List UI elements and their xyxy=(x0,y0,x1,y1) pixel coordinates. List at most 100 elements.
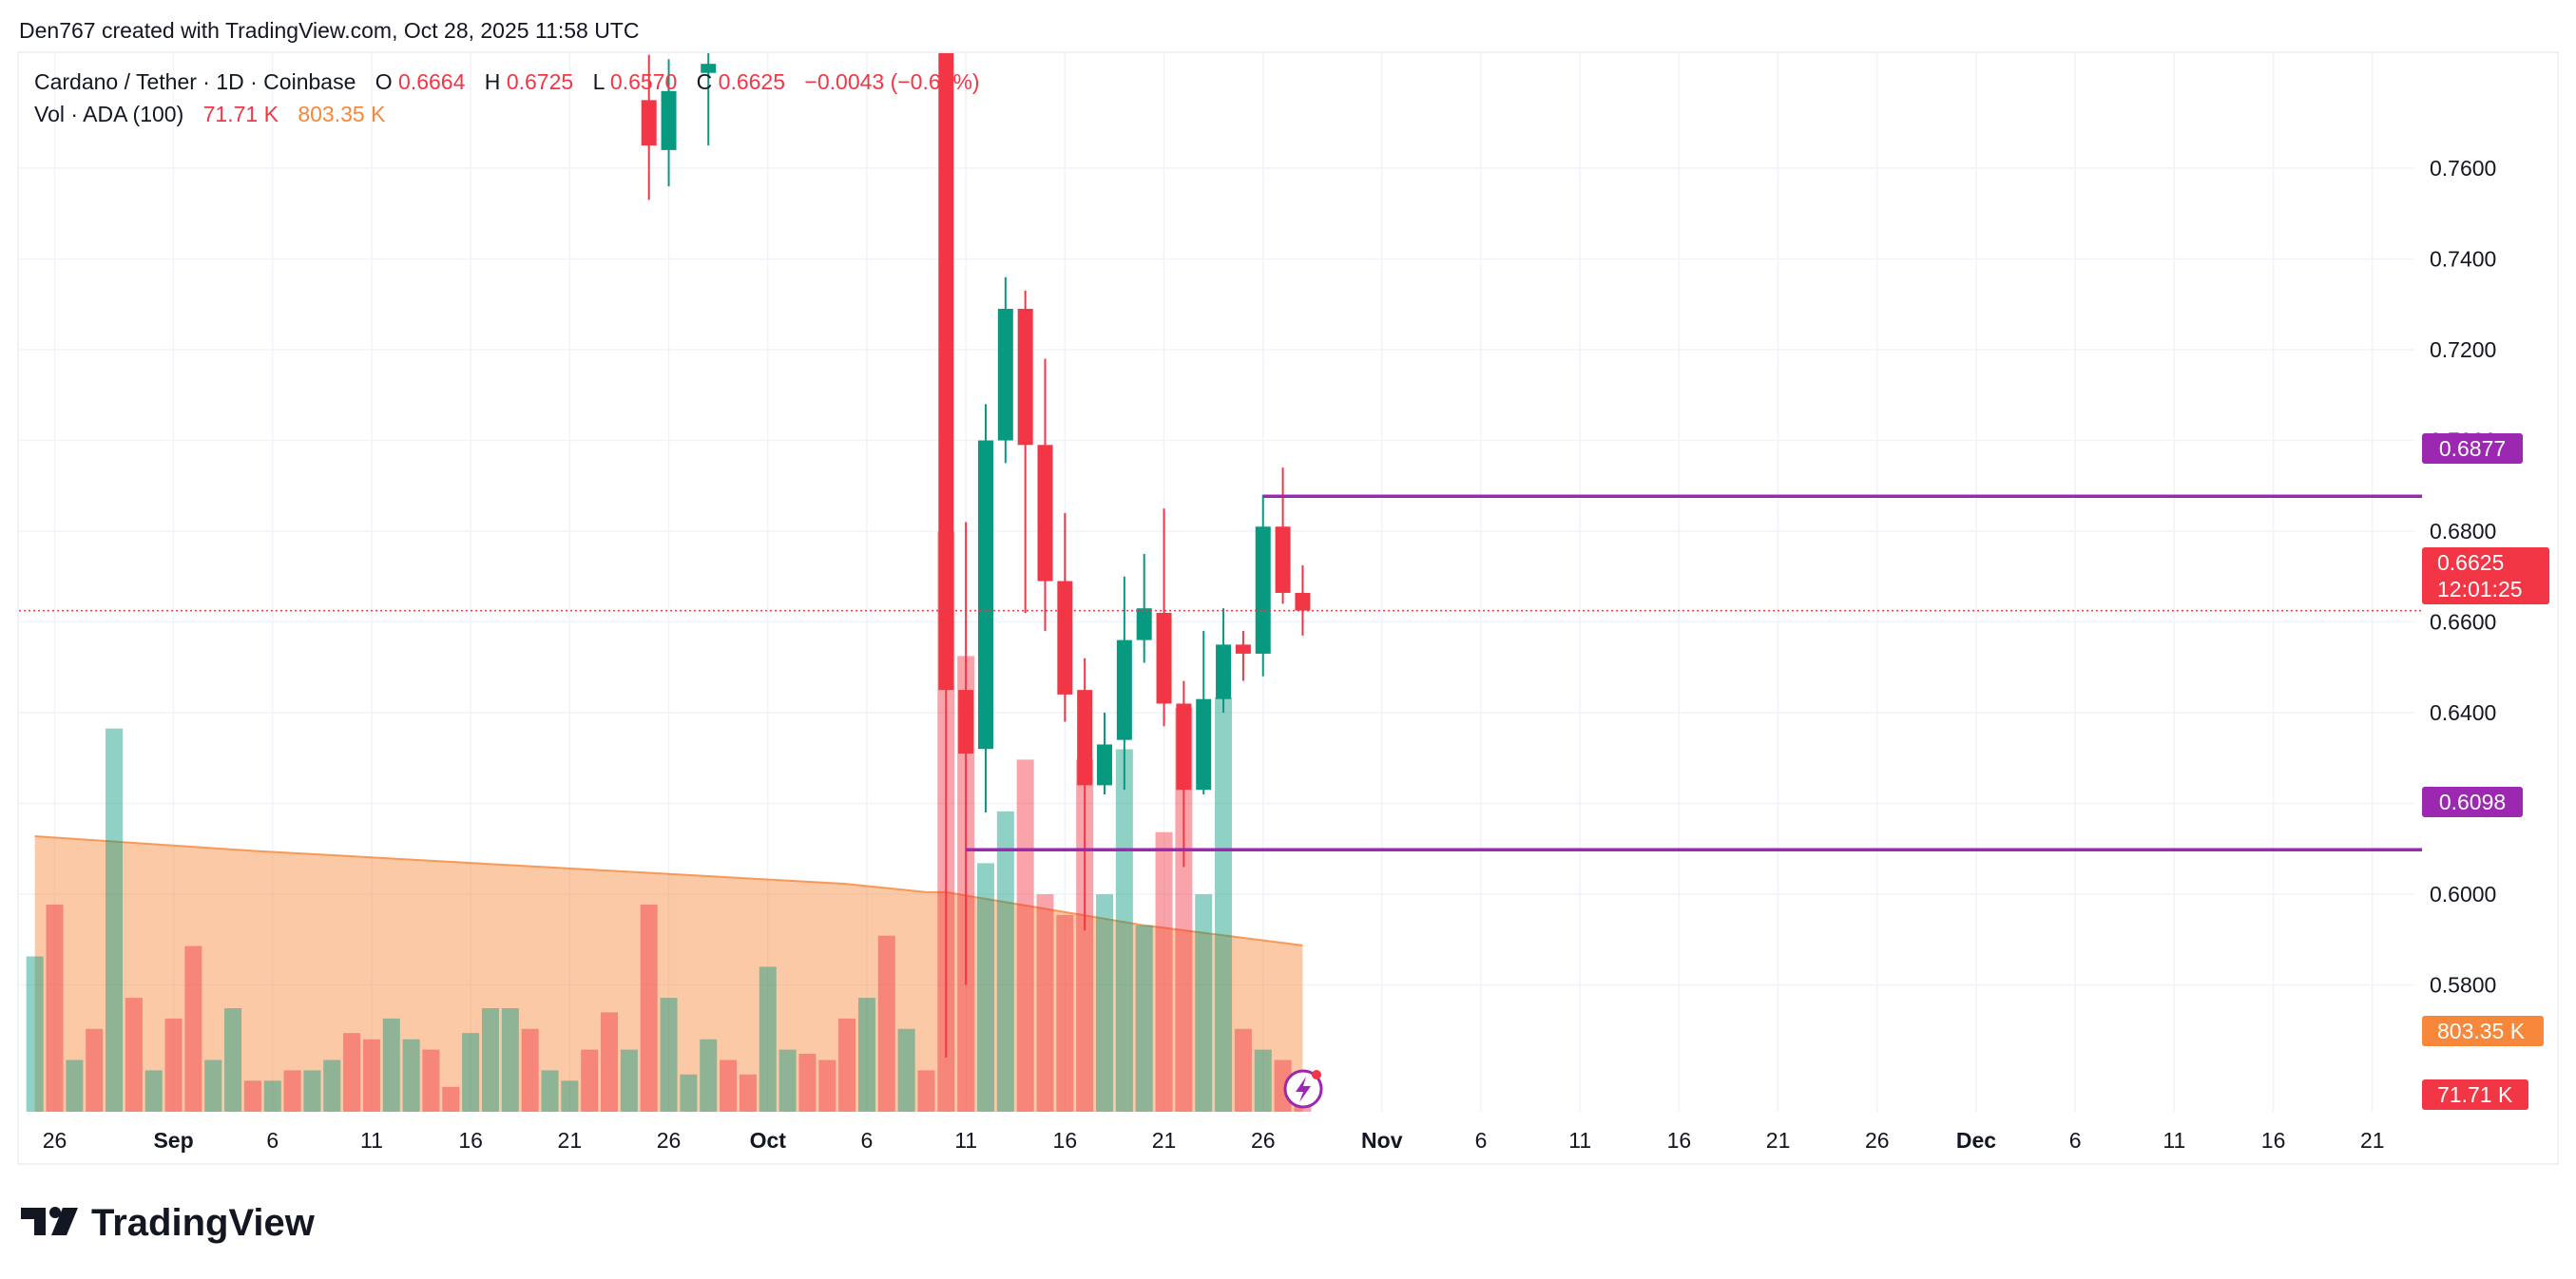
volume-bar xyxy=(125,998,143,1112)
tradingview-logo-icon xyxy=(21,1208,46,1235)
candle-body xyxy=(958,690,974,754)
volume-bar xyxy=(224,1008,242,1112)
legend-c-label: C xyxy=(697,69,713,94)
time-tick-label: 26 xyxy=(657,1128,682,1153)
candle xyxy=(1275,468,1291,604)
volume-bar xyxy=(720,1059,738,1112)
volume-bar xyxy=(1076,759,1094,1112)
candle xyxy=(938,53,954,1058)
candle-body xyxy=(977,440,993,750)
candle-body xyxy=(997,309,1013,441)
volume-bar xyxy=(917,1070,935,1112)
volume-bar xyxy=(501,1008,519,1112)
resistance-tag-text: 0.6877 xyxy=(2439,436,2506,461)
time-tick-label: 11 xyxy=(360,1128,383,1153)
time-tick-label: 21 xyxy=(2360,1128,2385,1153)
lightning-icon[interactable] xyxy=(1283,1069,1323,1109)
tradingview-logo: TradingView xyxy=(21,1202,316,1244)
volume-bar xyxy=(877,935,895,1112)
candle xyxy=(958,522,974,985)
chart-frame xyxy=(17,51,2559,1165)
time-tick-label: 21 xyxy=(1766,1128,1791,1153)
candle xyxy=(1017,290,1033,613)
legend-vol-value: 71.71 K xyxy=(203,102,279,126)
candle xyxy=(1136,553,1152,663)
support-price-tag: 0.6098 xyxy=(2422,787,2523,817)
volume-bar xyxy=(481,1008,499,1112)
volume-bar xyxy=(422,1049,440,1112)
support-tag-text: 0.6098 xyxy=(2439,790,2506,814)
legend-l-value: 0.6570 xyxy=(610,69,677,94)
volume-bar xyxy=(1016,759,1034,1112)
volume-bar xyxy=(1036,894,1054,1112)
volume-bar xyxy=(362,1039,380,1112)
candle xyxy=(641,54,657,200)
resistance-price-tag: 0.6877 xyxy=(2422,433,2523,464)
grid xyxy=(19,53,2414,1112)
time-tick-label: 21 xyxy=(558,1128,583,1153)
time-axis[interactable]: 26 Sep 6 11 16 21 26 Oct 6 11 16 21 26 Nov 6 11 16 21 26 De… xyxy=(43,1128,2385,1153)
candle xyxy=(1077,658,1093,931)
legend: Cardano / Tether · 1D · Coinbase O 0.666… xyxy=(34,69,980,126)
volume-bar xyxy=(382,1018,400,1112)
current-price-text: 0.6625 xyxy=(2437,550,2504,575)
price-tick-label: 0.5800 xyxy=(2430,973,2496,998)
time-tick-label: 16 xyxy=(2261,1128,2286,1153)
price-tick-label: 0.7200 xyxy=(2430,337,2496,362)
candle xyxy=(977,404,993,813)
price-axis[interactable]: 0.76000.74000.72000.70000.68000.66000.64… xyxy=(2430,156,2496,998)
volume-bar xyxy=(26,956,44,1112)
volume-ma-line xyxy=(34,835,1303,946)
candle xyxy=(1037,358,1053,632)
time-tick-label: 16 xyxy=(458,1128,483,1153)
legend-o-value: 0.6664 xyxy=(398,69,466,94)
volume-bar xyxy=(1155,831,1173,1112)
volume-bar xyxy=(640,905,658,1112)
candle-body xyxy=(1196,698,1212,791)
volume-bar xyxy=(1175,707,1193,1112)
price-tick-label: 0.7600 xyxy=(2430,156,2496,181)
volume-bar xyxy=(620,1049,638,1112)
volume-bar xyxy=(561,1080,579,1112)
legend-symbol: Cardano / Tether · 1D · Coinbase xyxy=(34,69,356,94)
price-tick-label: 0.6400 xyxy=(2430,700,2496,725)
volume-bar xyxy=(303,1070,321,1112)
volume-bar xyxy=(1115,749,1133,1112)
volume-bar xyxy=(86,1028,104,1112)
volume-bar xyxy=(897,1028,915,1112)
candle xyxy=(1255,494,1271,677)
time-tick-label: Nov xyxy=(1361,1128,1403,1153)
candle xyxy=(997,277,1013,464)
candle-body xyxy=(1097,744,1113,786)
volume-bar xyxy=(1254,1049,1272,1112)
candle-body xyxy=(1136,608,1152,640)
svg-text:Cardano / Tether · 1D · Coinba: Cardano / Tether · 1D · Coinbase O 0.666… xyxy=(34,69,980,94)
countdown-text: 12:01:25 xyxy=(2437,577,2523,601)
legend-c-value: 0.6625 xyxy=(719,69,785,94)
time-tick-label: 11 xyxy=(2163,1128,2185,1153)
candle-body xyxy=(1216,644,1232,699)
volume-tag-text: 71.71 K xyxy=(2437,1082,2513,1107)
volume-bar xyxy=(144,1070,163,1112)
volume-bar xyxy=(66,1059,84,1112)
volume-bar xyxy=(1195,894,1213,1112)
candle xyxy=(1295,564,1311,636)
price-tick-label: 0.6800 xyxy=(2430,519,2496,544)
candle-body xyxy=(1116,640,1132,740)
volume-bar xyxy=(323,1059,341,1112)
volume-bar xyxy=(700,1039,718,1112)
candle-body xyxy=(1037,445,1053,582)
time-tick-label: 11 xyxy=(1568,1128,1591,1153)
time-tick-label: 16 xyxy=(1053,1128,1078,1153)
candle xyxy=(1176,680,1192,868)
volume-ma-tag-text: 803.35 K xyxy=(2437,1019,2526,1043)
legend-change: −0.0043 (−0.64%) xyxy=(804,69,979,94)
volume-bar xyxy=(263,1080,281,1112)
candle-body xyxy=(1295,592,1311,611)
volume-bar xyxy=(1056,914,1074,1112)
candle-body xyxy=(1017,309,1033,446)
time-tick-label: 11 xyxy=(954,1128,977,1153)
volume-bar xyxy=(779,1049,797,1112)
candle-body xyxy=(1255,526,1271,654)
price-tick-label: 0.7400 xyxy=(2430,247,2496,272)
